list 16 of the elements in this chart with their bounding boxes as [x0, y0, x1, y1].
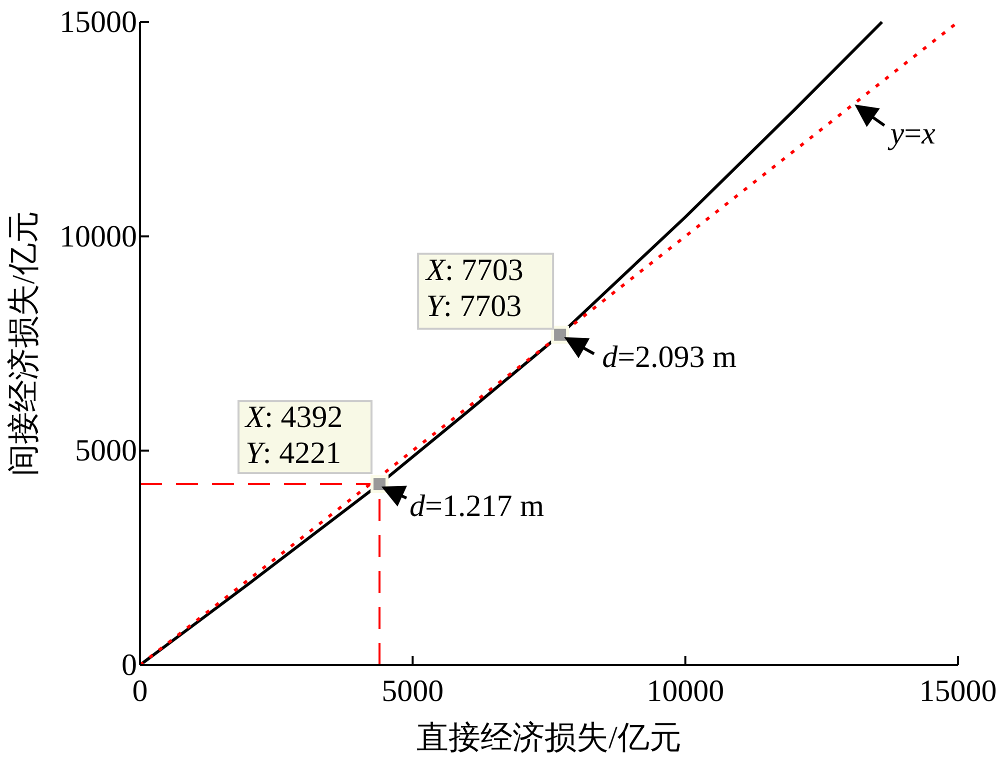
y-axis-title: 间接经济损失/亿元 — [5, 211, 41, 476]
y-tick-label: 15000 — [60, 4, 137, 39]
annotation: X: 7703 — [426, 252, 524, 287]
x-axis-title: 直接经济损失/亿元 — [416, 719, 682, 755]
x-tick-label: 10000 — [646, 673, 724, 708]
annotation: Y: 4221 — [246, 435, 342, 470]
x-tick-label: 15000 — [919, 673, 997, 708]
annotation: Y: 7703 — [426, 288, 522, 323]
annotation: d=1.217 m — [410, 488, 544, 524]
annotation: d=2.093 m — [602, 338, 737, 374]
annotation: X: 4392 — [246, 399, 343, 434]
y-tick-label: 5000 — [75, 432, 137, 468]
annotation: y=x — [890, 115, 936, 150]
y-tick-label: 10000 — [60, 218, 137, 254]
x-tick-label: 5000 — [382, 673, 444, 708]
y-tick-label: 0 — [122, 647, 137, 682]
